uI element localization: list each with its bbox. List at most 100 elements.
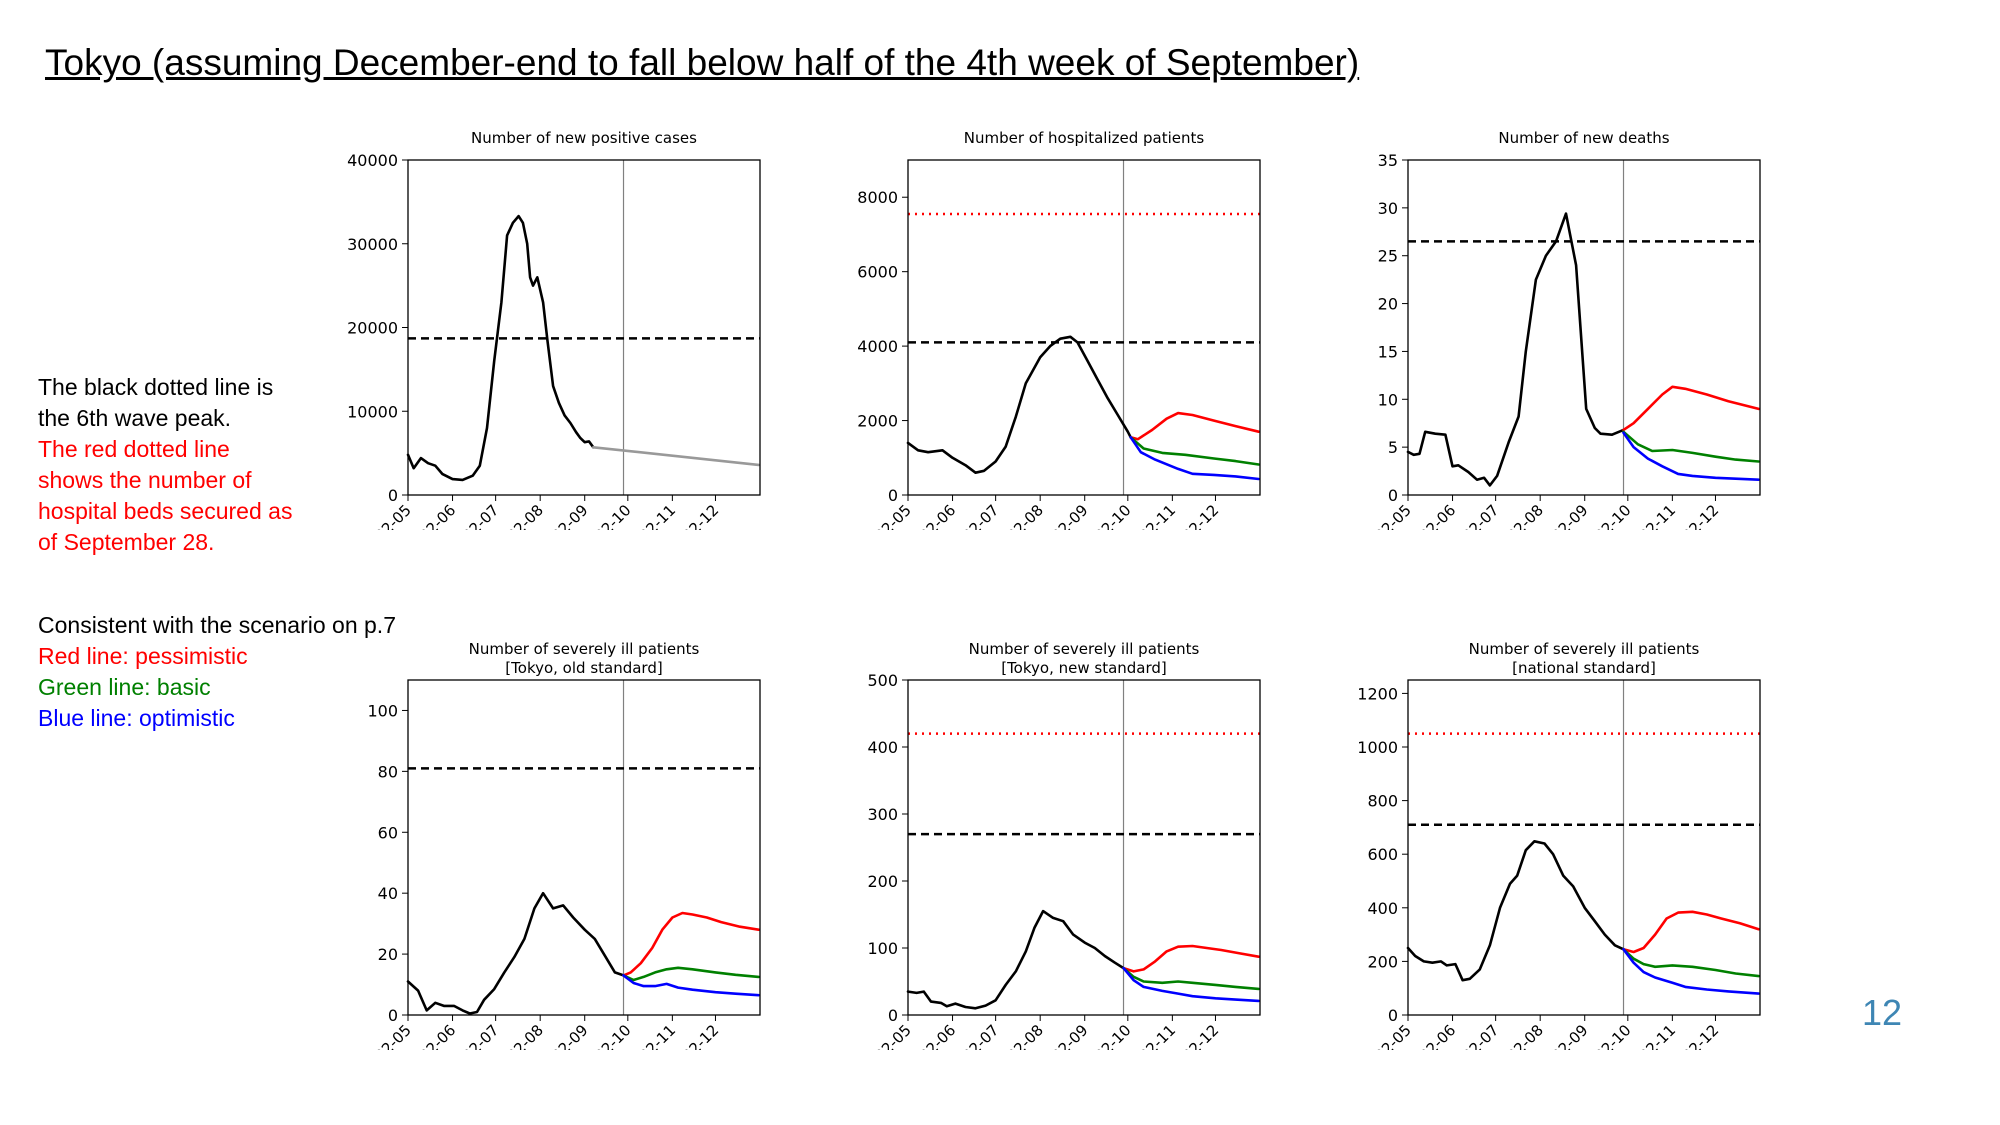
chart-severe-tokyo-old: Number of severely ill patients [Tokyo, o… (320, 640, 800, 1050)
y-tick-label: 10000 (347, 402, 398, 421)
plot-frame (1407, 679, 1761, 1016)
scenario-note: Consistent with the scenario on p.7 (38, 612, 396, 638)
y-tick-label: 100 (367, 701, 398, 720)
series-observed (1406, 840, 1625, 982)
chart-new-positive-cases: Number of new positive cases 0 10000 20000 3… (320, 120, 800, 530)
plot-frame (407, 159, 761, 496)
chart-subtitle: [Tokyo, new standard] (1001, 659, 1167, 677)
chart-subtitle: [Tokyo, old standard] (505, 659, 662, 677)
y-tick-label: 1200 (1357, 684, 1398, 703)
series-observed (406, 891, 625, 1015)
y-tick-label: 1000 (1357, 738, 1398, 757)
y-tick-label: 100 (867, 939, 898, 958)
y-tick-label: 40 (378, 884, 398, 903)
series-observed (1406, 212, 1625, 487)
y-tick-label: 6000 (857, 263, 898, 282)
y-tick-label: 0 (1388, 486, 1398, 505)
x-tick-label: 2022-05 (358, 1021, 415, 1050)
plot-frame (907, 159, 1261, 496)
y-tick-label: 200 (1367, 952, 1398, 971)
note-red-line-2: shows the number of (38, 467, 252, 493)
chart-svg: Number of new positive cases 0 10000 20000 3… (347, 129, 761, 530)
y-tick-label: 30 (1378, 199, 1398, 218)
y-tick-label: 30000 (347, 235, 398, 254)
note-red-line-3: hospital beds secured as (38, 498, 293, 524)
y-tick-label: 80 (378, 762, 398, 781)
series-optimistic (1122, 966, 1260, 1003)
y-tick-label: 20000 (347, 319, 398, 338)
x-tick-label: 2022-05 (858, 1021, 915, 1050)
x-tick-label: 2022-05 (858, 501, 915, 530)
chart-svg: Number of severely ill patients[Tokyo, o… (358, 640, 761, 1050)
series-basic (622, 966, 760, 982)
legend-optimistic: Blue line: optimistic (38, 705, 235, 731)
slide-title: Tokyo (assuming December-end to fall bel… (45, 42, 1360, 83)
y-tick-label: 4000 (857, 337, 898, 356)
chart-title: Number of new positive cases (471, 129, 697, 147)
y-tick-label: 20 (378, 945, 398, 964)
series-pessimistic (1129, 411, 1260, 441)
note-black-line-2: the 6th wave peak. (38, 405, 232, 431)
note-red-line-4: of September 28. (38, 529, 215, 555)
series-observed (906, 909, 1125, 1010)
y-tick-label: 500 (867, 671, 898, 690)
series-baseline_projection (591, 445, 760, 467)
y-tick-label: 300 (867, 805, 898, 824)
series-basic (1622, 947, 1760, 978)
y-tick-label: 400 (867, 738, 898, 757)
series-observed (906, 335, 1133, 475)
page-number: 12 (1862, 992, 1903, 1033)
y-tick-label: 400 (1367, 899, 1398, 918)
chart-title: Number of severely ill patients (969, 640, 1200, 658)
y-tick-label: 5 (1388, 438, 1398, 457)
plot-frame (1407, 159, 1761, 496)
y-tick-label: 20 (1378, 295, 1398, 314)
chart-new-deaths: Number of new deaths 0 5 10 15 20 25 30 35 2022-0… (1320, 120, 1800, 530)
y-tick-label: 0 (388, 486, 398, 505)
series-basic (1129, 435, 1260, 466)
series-basic (1122, 966, 1260, 991)
y-tick-label: 10 (1378, 390, 1398, 409)
legend-pessimistic: Red line: pessimistic (38, 643, 248, 669)
x-tick-label: 2022-05 (1358, 501, 1415, 530)
y-tick-label: 25 (1378, 247, 1398, 266)
chart-svg: Number of new deaths 0 5 10 15 20 25 30 35 2022-0… (1358, 129, 1761, 530)
y-tick-label: 0 (1388, 1006, 1398, 1025)
scenario-legend: Consistent with the scenario on p.7 Red … (38, 610, 396, 734)
series-optimistic (1129, 435, 1260, 481)
chart-title: Number of severely ill patients (1469, 640, 1700, 658)
chart-title: Number of severely ill patients (469, 640, 700, 658)
y-tick-label: 600 (1367, 845, 1398, 864)
y-tick-label: 40000 (347, 151, 398, 170)
y-tick-label: 800 (1367, 792, 1398, 811)
y-tick-label: 200 (867, 872, 898, 891)
y-tick-label: 0 (888, 1006, 898, 1025)
chart-severe-tokyo-new: Number of severely ill patients [Tokyo, n… (820, 640, 1300, 1050)
y-tick-label: 15 (1378, 342, 1398, 361)
plot-frame (907, 679, 1261, 1016)
chart-hospitalized-patients: Number of hospitalized patients 0 2000 4000… (820, 120, 1300, 530)
y-tick-label: 35 (1378, 151, 1398, 170)
plot-frame (407, 679, 761, 1016)
chart-title: Number of new deaths (1498, 129, 1669, 147)
y-tick-label: 0 (388, 1006, 398, 1025)
series-pessimistic (1622, 910, 1760, 954)
legend-basic: Green line: basic (38, 674, 211, 700)
series-optimistic (622, 974, 760, 997)
chart-svg: Number of hospitalized patients 0 2000 4000… (857, 129, 1261, 530)
series-optimistic (1622, 947, 1760, 995)
series-pessimistic (1622, 385, 1760, 432)
note-black-line-1: The black dotted line is (38, 374, 274, 400)
chart-svg: Number of severely ill patients[national… (1357, 640, 1761, 1050)
series-basic (1622, 430, 1760, 463)
y-tick-label: 2000 (857, 412, 898, 431)
y-tick-label: 8000 (857, 188, 898, 207)
notes-panel: The black dotted line is the 6th wave pe… (38, 372, 292, 558)
chart-subtitle: [national standard] (1512, 659, 1656, 677)
x-tick-label: 2022-05 (358, 501, 415, 530)
chart-svg: Number of severely ill patients[Tokyo, n… (858, 640, 1261, 1050)
series-pessimistic (1122, 944, 1260, 973)
chart-severe-national: Number of severely ill patients [national… (1320, 640, 1800, 1050)
series-optimistic (1622, 431, 1760, 482)
y-tick-label: 60 (378, 823, 398, 842)
